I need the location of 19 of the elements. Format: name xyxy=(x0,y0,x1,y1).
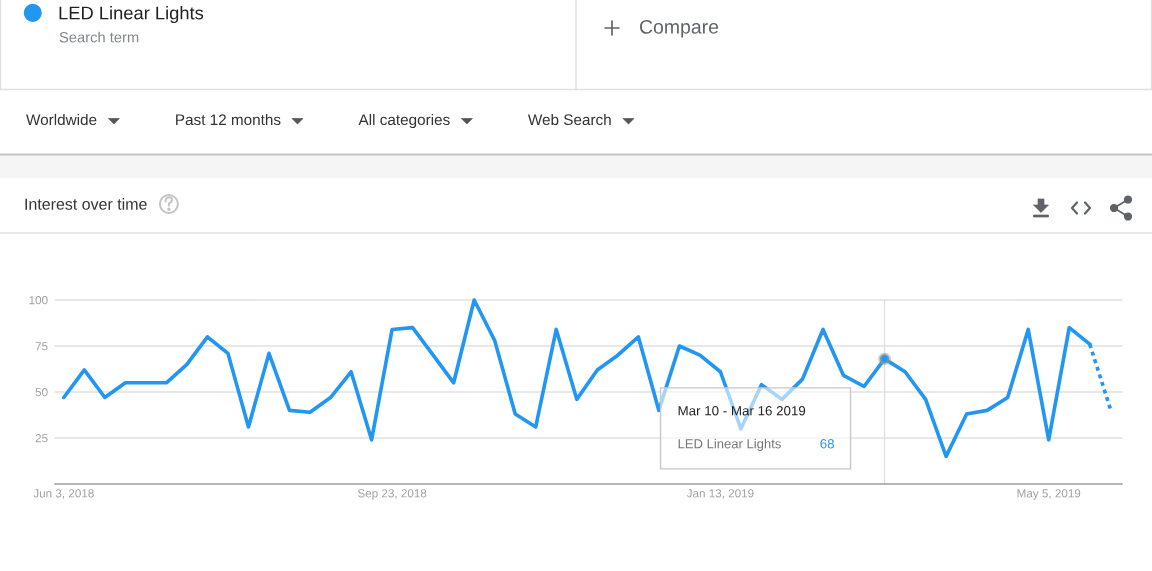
chart-title: Interest over time xyxy=(25,198,147,210)
legend-label: LED Linear Lights xyxy=(59,6,204,24)
text: Compare xyxy=(639,19,719,38)
y-tick-label: 25 xyxy=(35,434,48,443)
x-tick-label: Jan 13, 2019 xyxy=(686,489,754,499)
y-tick-label: 100 xyxy=(29,296,48,305)
annotation: 68 xyxy=(820,439,834,449)
text: LED Linear Lights xyxy=(678,438,781,451)
x-tick-label: Jun 3, 2018 xyxy=(33,489,94,499)
x-tick-label: Sep 23, 2018 xyxy=(357,489,427,500)
y-tick-label: 50 xyxy=(35,388,48,397)
annotation: Mar 10 - Mar 16 2019 xyxy=(678,406,806,416)
text: Past 12 months xyxy=(176,113,281,126)
x-tick-label: May 5, 2019 xyxy=(1017,489,1081,500)
y-tick-label: 75 xyxy=(35,342,48,351)
text: Worldwide xyxy=(26,113,97,126)
text: All categories xyxy=(358,113,450,129)
text: Search term xyxy=(59,31,139,43)
text: Web Search xyxy=(527,113,611,126)
